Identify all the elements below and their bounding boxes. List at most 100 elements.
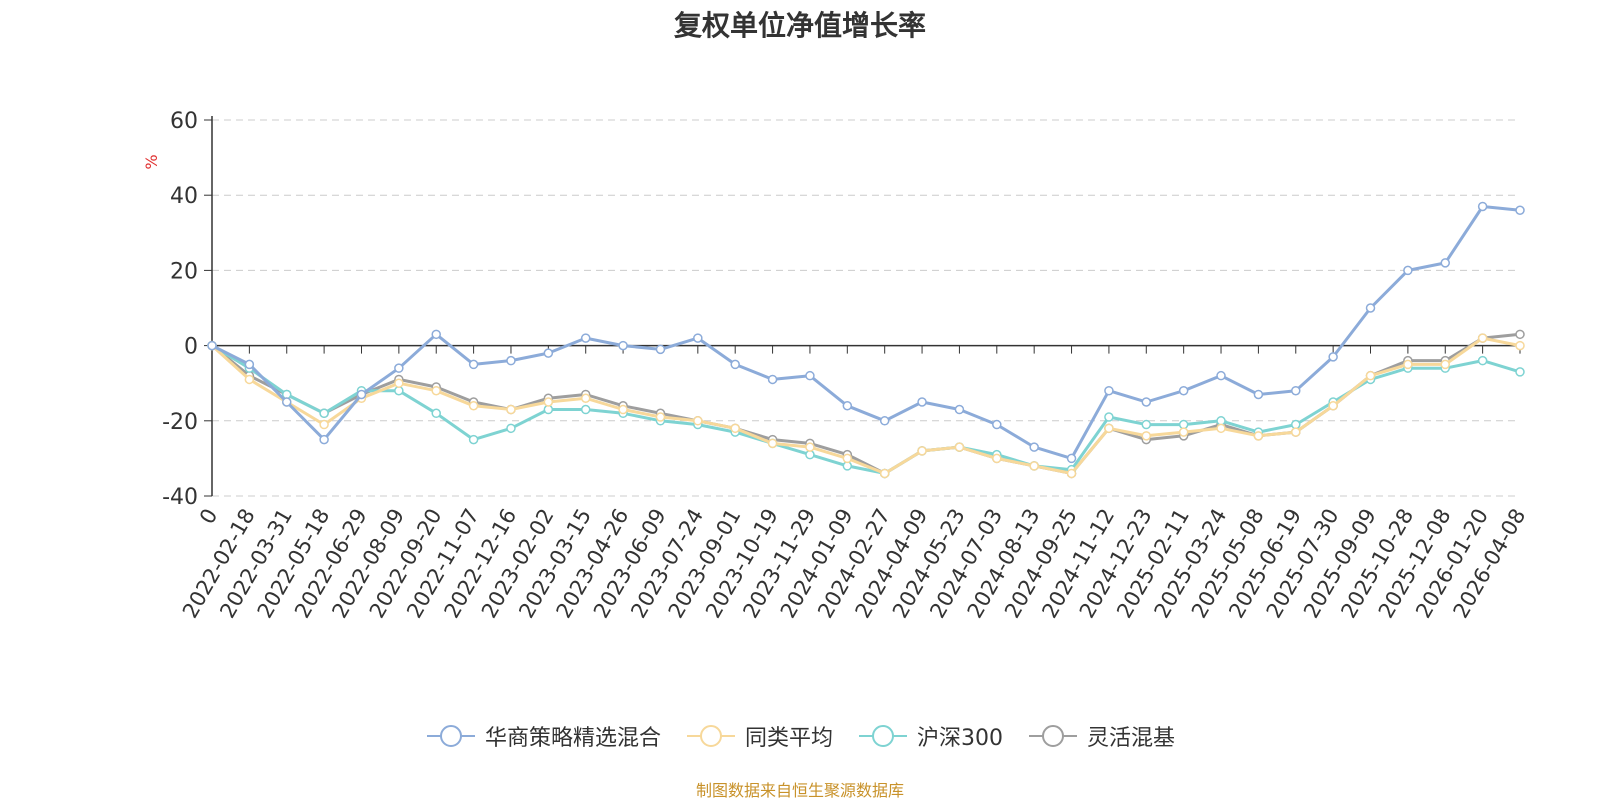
- data-point: [1477, 201, 1488, 212]
- legend-marker-icon: [859, 725, 907, 747]
- data-point: [1178, 385, 1189, 396]
- legend-item[interactable]: 灵活混基: [1027, 720, 1175, 752]
- data-point: [1403, 359, 1413, 370]
- data-point: [1141, 397, 1152, 407]
- data-point: [543, 348, 554, 358]
- data-point: [917, 446, 927, 456]
- data-point: [917, 397, 927, 407]
- data-point: [805, 370, 815, 381]
- data-point: [506, 423, 516, 434]
- x-tick-label: 0: [195, 505, 222, 529]
- data-point: [767, 438, 778, 449]
- data-point: [543, 397, 554, 407]
- data-point: [1515, 205, 1525, 215]
- data-point: [1440, 359, 1451, 370]
- data-point: [1477, 333, 1488, 343]
- data-point: [506, 355, 516, 366]
- data-point: [506, 404, 516, 415]
- data-point: [618, 340, 628, 351]
- data-point: [1104, 385, 1114, 396]
- data-point: [767, 374, 778, 385]
- data-point: [1029, 461, 1039, 471]
- legend-label: 灵活混基: [1087, 726, 1176, 751]
- series-line: [211, 205, 1521, 460]
- y-tick-label: 60: [170, 109, 198, 134]
- data-point: [580, 393, 591, 403]
- data-point: [842, 401, 853, 411]
- data-point: [1403, 265, 1413, 276]
- data-point: [992, 453, 1002, 464]
- data-point: [281, 397, 292, 407]
- y-tick-label: -20: [162, 410, 198, 435]
- data-point: [468, 434, 479, 445]
- data-point: [244, 359, 255, 370]
- y-tick-label: -40: [162, 485, 198, 510]
- data-point: [655, 412, 666, 422]
- data-point: [1029, 442, 1039, 452]
- data-point: [1104, 423, 1114, 434]
- data-point: [693, 416, 703, 426]
- series-line: [211, 344, 1521, 475]
- legend-label: 沪深300: [917, 726, 1003, 751]
- data-point: [1141, 419, 1152, 430]
- data-point: [319, 408, 329, 419]
- data-point: [730, 423, 740, 434]
- data-point: [1328, 352, 1338, 362]
- data-point: [580, 333, 591, 343]
- data-point: [468, 359, 479, 370]
- data-point: [319, 434, 329, 445]
- data-point: [1440, 258, 1451, 268]
- data-point: [992, 419, 1002, 430]
- data-point: [207, 340, 217, 351]
- legend-item[interactable]: 沪深300: [857, 720, 1003, 752]
- data-point: [618, 404, 628, 415]
- data-point: [842, 453, 853, 464]
- legend-label: 同类平均: [744, 726, 833, 751]
- data-point: [431, 329, 441, 340]
- data-point: [1291, 385, 1301, 396]
- legend-marker-icon: [426, 725, 475, 747]
- legend-item[interactable]: 华商策略精选混合: [425, 720, 661, 752]
- data-point: [394, 378, 404, 388]
- data-point: [394, 363, 404, 373]
- data-point: [1104, 412, 1114, 422]
- legend-label: 华商策略精选混合: [484, 726, 661, 751]
- legend-item[interactable]: 同类平均: [685, 720, 833, 752]
- legend: 华商策略精选混合 同类平均 沪深300 灵活混基: [0, 720, 1600, 752]
- data-point: [693, 333, 703, 343]
- data-point: [730, 359, 740, 370]
- data-point: [1178, 427, 1189, 437]
- data-point: [655, 344, 666, 355]
- data-point: [879, 416, 890, 426]
- source-note: 制图数据来自恒生聚源数据库: [695, 781, 904, 800]
- data-point: [356, 389, 367, 400]
- data-point: [244, 374, 255, 385]
- series-line: [211, 332, 1521, 475]
- data-point: [954, 442, 965, 452]
- chart-title: 复权单位净值增长率: [673, 9, 926, 42]
- data-point: [319, 419, 329, 430]
- data-point: [1216, 423, 1226, 434]
- data-point: [431, 385, 441, 396]
- data-point: [431, 408, 441, 419]
- data-point: [1253, 431, 1264, 441]
- data-point: [1066, 468, 1077, 479]
- data-point: [1253, 389, 1264, 400]
- data-point: [1477, 355, 1488, 366]
- data-point: [468, 401, 479, 411]
- data-point: [805, 442, 815, 452]
- legend-marker-icon: [1029, 725, 1077, 747]
- y-tick-label: 40: [170, 184, 198, 209]
- data-point: [879, 468, 890, 479]
- data-point: [1515, 329, 1525, 340]
- data-point: [1216, 370, 1226, 381]
- y-tick-label: 20: [170, 259, 198, 284]
- legend-marker-icon: [686, 725, 735, 747]
- data-point: [954, 404, 965, 415]
- y-axis-label: %: [142, 154, 161, 169]
- data-point: [1515, 367, 1525, 377]
- data-point: [580, 404, 591, 415]
- y-tick-label: 0: [184, 335, 198, 360]
- data-point: [1515, 340, 1525, 351]
